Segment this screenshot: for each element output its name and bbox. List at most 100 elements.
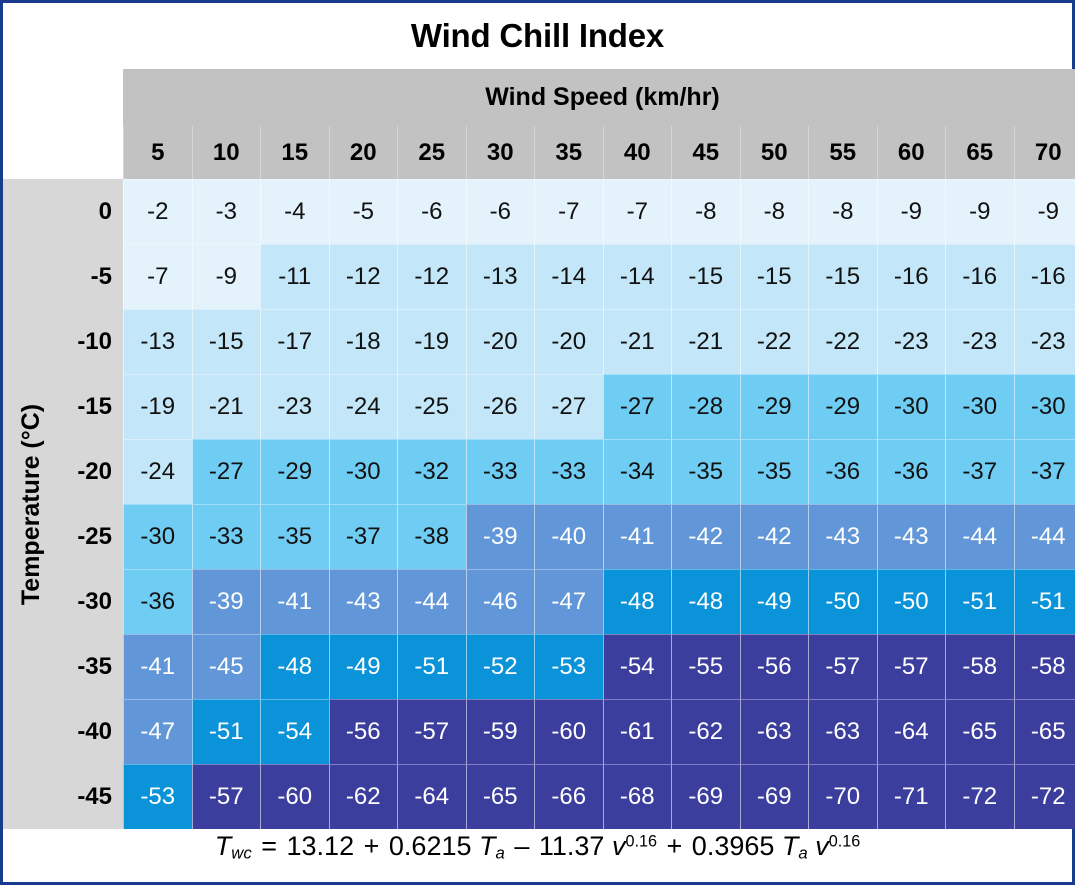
wind-chill-cell: -5 <box>328 179 397 244</box>
formula-equals: = <box>261 831 277 861</box>
wind-chill-cell: -62 <box>328 764 397 829</box>
formula-twc-symbol: T <box>214 831 232 861</box>
formula-twc-subscript: wc <box>231 843 252 863</box>
wind-chill-cell: -41 <box>123 634 192 699</box>
wind-chill-cell: -50 <box>876 569 945 634</box>
wind-chill-cell: -55 <box>671 634 740 699</box>
wind-chill-cell: -28 <box>671 374 740 439</box>
wind-chill-cell: -30 <box>876 374 945 439</box>
formula-v-exponent: 0.16 <box>625 832 657 851</box>
wind-chill-cell: -7 <box>602 179 671 244</box>
wind-chill-cell: -47 <box>534 569 603 634</box>
wind-chill-cell: -48 <box>602 569 671 634</box>
wind-chill-cell: -29 <box>260 439 329 504</box>
wind-chill-cell: -33 <box>465 439 534 504</box>
wind-chill-cell: -27 <box>191 439 260 504</box>
column-axis-title: Wind Speed (km/hr) <box>123 69 1075 126</box>
formula-v2-symbol: v <box>815 831 829 861</box>
formula-ta2-subscript: a <box>798 843 808 863</box>
wind-chill-cell: -35 <box>739 439 808 504</box>
wind-chill-cell: -54 <box>260 699 329 764</box>
wind-chill-cell: -30 <box>945 374 1014 439</box>
wind-chill-cell: -13 <box>123 309 192 374</box>
wind-chill-cell: -33 <box>534 439 603 504</box>
wind-chill-cell: -41 <box>260 569 329 634</box>
wind-chill-cell: -16 <box>876 244 945 309</box>
wind-chill-cell: -44 <box>1013 504 1075 569</box>
wind-chill-cell: -11 <box>260 244 329 309</box>
wind-chill-cell: -15 <box>191 309 260 374</box>
wind-chill-cell: -22 <box>739 309 808 374</box>
wind-chill-cell: -52 <box>465 634 534 699</box>
wind-chill-cell: -53 <box>123 764 192 829</box>
wind-chill-cell: -58 <box>945 634 1014 699</box>
wind-chill-cell: -61 <box>602 699 671 764</box>
formula-coefficient-1: 0.6215 <box>388 831 472 861</box>
wind-speed-header-45: 45 <box>671 126 740 179</box>
wind-chill-cell: -21 <box>602 309 671 374</box>
wind-chill-table: Wind Speed (km/hr) 5 10 15 20 25 30 35 40 45 50 55… <box>3 69 1075 829</box>
wind-chill-cell: -50 <box>808 569 877 634</box>
wind-chill-cell: -51 <box>1013 569 1075 634</box>
wind-chill-cell: -49 <box>328 634 397 699</box>
wind-chill-cell: -63 <box>808 699 877 764</box>
wind-chill-cell: -7 <box>123 244 192 309</box>
formula-v-symbol: v <box>611 831 626 861</box>
temperature-header--20: -20 <box>60 439 123 504</box>
formula-coefficient-2: 11.37 <box>538 831 605 861</box>
wind-chill-cell: -57 <box>876 634 945 699</box>
wind-chill-cell: -30 <box>1013 374 1075 439</box>
wind-chill-cell: -65 <box>1013 699 1075 764</box>
wind-chill-cell: -21 <box>191 374 260 439</box>
wind-chill-cell: -33 <box>191 504 260 569</box>
wind-chill-cell: -57 <box>191 764 260 829</box>
wind-speed-header-65: 65 <box>945 126 1014 179</box>
wind-chill-cell: -49 <box>739 569 808 634</box>
formula-ta-symbol: T <box>479 831 496 861</box>
wind-speed-header-25: 25 <box>397 126 466 179</box>
wind-chill-cell: -64 <box>876 699 945 764</box>
formula-v2-exponent: 0.16 <box>828 832 861 851</box>
wind-chill-cell: -47 <box>123 699 192 764</box>
temperature-header--40: -40 <box>60 699 123 764</box>
wind-chill-cell: -27 <box>534 374 603 439</box>
wind-chill-cell: -23 <box>876 309 945 374</box>
wind-chill-cell: -22 <box>808 309 877 374</box>
wind-chill-cell: -65 <box>465 764 534 829</box>
wind-chill-cell: -15 <box>671 244 740 309</box>
wind-chill-cell: -30 <box>123 504 192 569</box>
wind-chill-cell: -69 <box>671 764 740 829</box>
wind-chill-cell: -46 <box>465 569 534 634</box>
wind-chill-cell: -12 <box>397 244 466 309</box>
wind-chill-cell: -14 <box>534 244 603 309</box>
wind-chill-formula: Twc = 13.12 + 0.6215 Ta – 11.37 v0.16 + … <box>3 831 1072 864</box>
wind-chill-cell: -23 <box>1013 309 1075 374</box>
wind-chill-cell: -64 <box>397 764 466 829</box>
wind-chill-cell: -4 <box>260 179 329 244</box>
wind-chill-cell: -45 <box>191 634 260 699</box>
formula-ta2-symbol: T <box>781 831 799 861</box>
temperature-header--30: -30 <box>60 569 123 634</box>
wind-chill-cell: -9 <box>191 244 260 309</box>
table-corner-blank <box>3 69 123 179</box>
wind-chill-cell: -9 <box>1013 179 1075 244</box>
wind-chill-cell: -51 <box>191 699 260 764</box>
wind-chill-cell: -56 <box>739 634 808 699</box>
wind-chill-cell: -44 <box>397 569 466 634</box>
wind-speed-header-15: 15 <box>260 126 329 179</box>
wind-chill-cell: -35 <box>260 504 329 569</box>
wind-chill-cell: -37 <box>1013 439 1075 504</box>
wind-chill-cell: -6 <box>397 179 466 244</box>
temperature-header--15: -15 <box>60 374 123 439</box>
wind-speed-header-40: 40 <box>602 126 671 179</box>
wind-chill-cell: -16 <box>1013 244 1075 309</box>
wind-speed-header-35: 35 <box>534 126 603 179</box>
wind-chill-cell: -62 <box>671 699 740 764</box>
wind-chill-cell: -26 <box>465 374 534 439</box>
wind-chill-cell: -36 <box>808 439 877 504</box>
wind-chill-cell: -43 <box>808 504 877 569</box>
formula-plus-1: + <box>363 831 380 861</box>
wind-chill-cell: -39 <box>465 504 534 569</box>
wind-chill-cell: -7 <box>534 179 603 244</box>
wind-chill-cell: -29 <box>808 374 877 439</box>
